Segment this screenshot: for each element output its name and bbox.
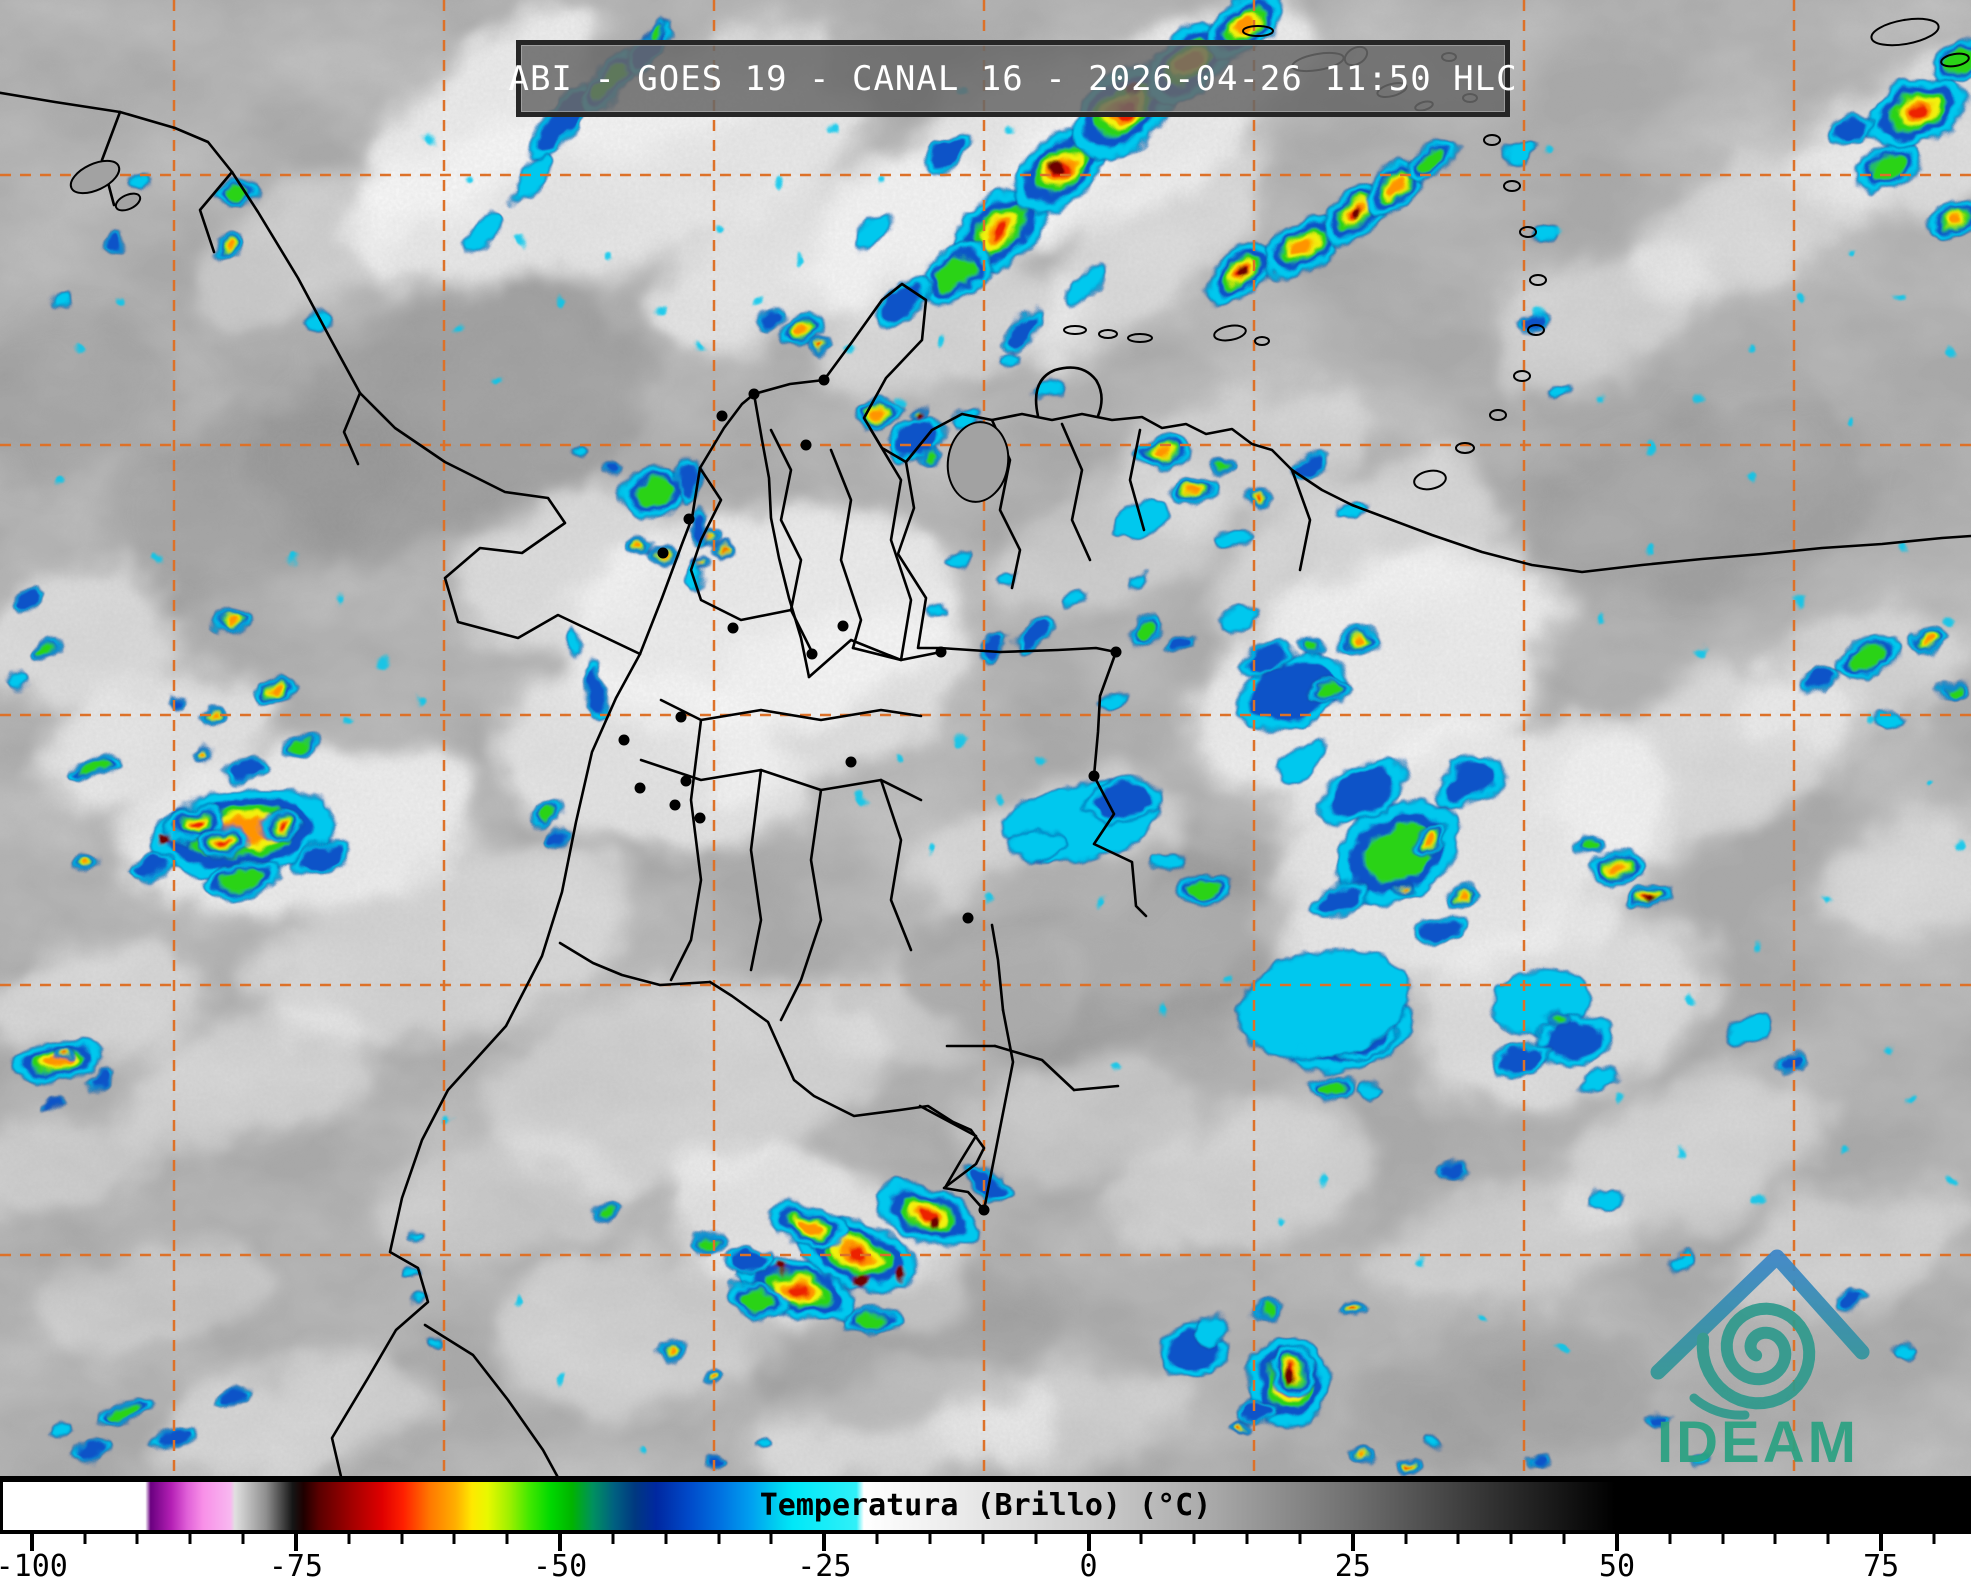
colorbar-minor-tick <box>135 1534 139 1544</box>
colorbar-major-tick <box>558 1534 563 1551</box>
colorbar-major-tick <box>1350 1534 1355 1551</box>
hurricane-spiral-icon <box>1696 1302 1816 1410</box>
colorbar-minor-tick <box>1298 1534 1302 1544</box>
colorbar-minor-tick <box>981 1534 985 1544</box>
colorbar-minor-tick <box>188 1534 192 1544</box>
satellite-map: IDEAM <box>0 0 1971 1476</box>
colorbar-minor-tick <box>1139 1534 1143 1544</box>
colorbar-major-tick <box>1879 1534 1884 1551</box>
colorbar-minor-tick <box>664 1534 668 1544</box>
colorbar-major-tick <box>29 1534 34 1551</box>
colorbar-tick-label: 0 <box>1079 1549 1098 1577</box>
colorbar-minor-tick <box>1721 1534 1725 1544</box>
colorbar-minor-tick <box>1192 1534 1196 1544</box>
colorbar-minor-tick <box>1773 1534 1777 1544</box>
colorbar-minor-tick <box>1826 1534 1830 1544</box>
colorbar-tick-label: -25 <box>797 1549 852 1577</box>
colorbar-major-tick <box>822 1534 827 1551</box>
colorbar-major-tick <box>1614 1534 1619 1551</box>
colorbar-minor-tick <box>1509 1534 1513 1544</box>
colorbar-gradient <box>0 1476 1971 1534</box>
colorbar-minor-tick <box>1562 1534 1566 1544</box>
colorbar: Temperatura (Brillo) (°C) -100 -75 -50 -25 0… <box>0 1476 1971 1577</box>
colorbar-minor-tick <box>1932 1534 1936 1544</box>
ideam-logo: IDEAM <box>1650 1249 1870 1475</box>
colorbar-minor-tick <box>83 1534 87 1544</box>
colorbar-tick-label: 25 <box>1334 1549 1371 1577</box>
colorbar-minor-tick <box>717 1534 721 1544</box>
satellite-map-area: IDEAM ABI - GOES 19 - CANAL 16 - 2026-04… <box>0 0 1971 1476</box>
speckle-layer <box>55 85 1965 1454</box>
colorbar-tick-label: -75 <box>268 1549 323 1577</box>
colorbar-minor-tick <box>347 1534 351 1544</box>
colorbar-minor-tick <box>400 1534 404 1544</box>
colorbar-ticks: -100 -75 -50 -25 0 25 50 75 <box>0 1534 1971 1577</box>
colorbar-major-tick <box>293 1534 298 1551</box>
colorbar-minor-tick <box>611 1534 615 1544</box>
colorbar-minor-tick <box>1034 1534 1038 1544</box>
colorbar-minor-tick <box>1404 1534 1408 1544</box>
colorbar-minor-tick <box>452 1534 456 1544</box>
colorbar-minor-tick <box>928 1534 932 1544</box>
colorbar-tick-label: 75 <box>1863 1549 1900 1577</box>
colorbar-minor-tick <box>875 1534 879 1544</box>
colorbar-tick-label: -100 <box>0 1549 68 1577</box>
spiral-tail-icon <box>1689 1393 1750 1420</box>
image-title: ABI - GOES 19 - CANAL 16 - 2026-04-26 11… <box>508 58 1518 99</box>
colorbar-minor-tick <box>1245 1534 1249 1544</box>
graticule-layer <box>0 0 1971 1476</box>
image-title-bar: ABI - GOES 19 - CANAL 16 - 2026-04-26 11… <box>508 40 1517 117</box>
colorbar-minor-tick <box>1456 1534 1460 1544</box>
ideam-wordmark: IDEAM <box>1657 1410 1859 1475</box>
colorbar-minor-tick <box>241 1534 245 1544</box>
colorbar-minor-tick <box>505 1534 509 1544</box>
city-markers-layer <box>618 374 1122 1216</box>
colorbar-minor-tick <box>769 1534 773 1544</box>
colorbar-tick-label: 50 <box>1598 1549 1636 1577</box>
colorbar-major-tick <box>1086 1534 1091 1551</box>
colorbar-tick-label: -50 <box>533 1549 588 1577</box>
colorbar-minor-tick <box>1668 1534 1672 1544</box>
mountain-icon <box>1650 1249 1870 1380</box>
